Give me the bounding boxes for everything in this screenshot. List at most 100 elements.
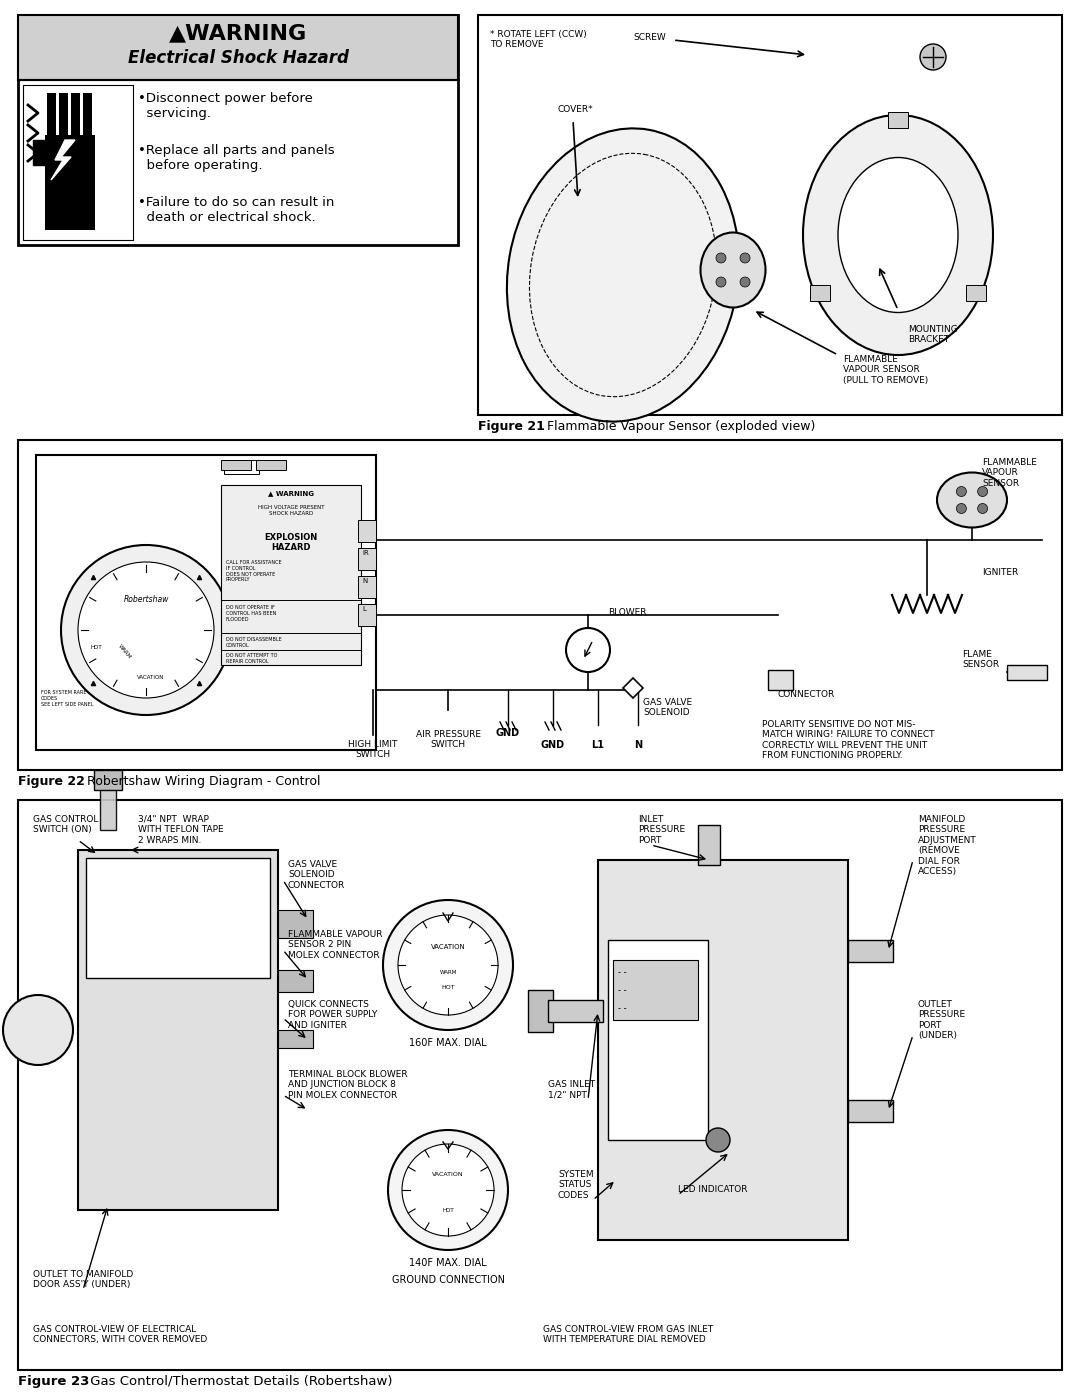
Ellipse shape [838,158,958,313]
Bar [224,460,259,474]
Circle shape [3,995,73,1065]
Text: HOT: HOT [91,645,102,650]
Text: IGNITER: IGNITER [982,569,1018,577]
Bar [18,15,458,244]
Text: 140F MAX. DIAL: 140F MAX. DIAL [409,1259,487,1268]
Bar [528,990,553,1032]
Bar [357,576,376,598]
Circle shape [402,1144,494,1236]
Text: GROUND CONNECTION: GROUND CONNECTION [391,1275,504,1285]
Circle shape [957,503,967,514]
Bar [48,94,56,142]
Text: POLARITY SENSITIVE DO NOT MIS-
MATCH WIRING! FAILURE TO CONNECT
CORRECTLY WILL P: POLARITY SENSITIVE DO NOT MIS- MATCH WIR… [762,719,934,760]
Text: VACATION: VACATION [432,1172,463,1178]
Circle shape [706,1127,730,1153]
Text: SYSTEM
STATUS
CODES: SYSTEM STATUS CODES [558,1171,594,1200]
Circle shape [977,503,987,514]
Text: •Replace all parts and panels
  before operating.: •Replace all parts and panels before ope… [138,144,335,172]
Text: GAS CONTROL-VIEW OF ELECTRICAL
CONNECTORS, WITH COVER REMOVED: GAS CONTROL-VIEW OF ELECTRICAL CONNECTOR… [33,1324,207,1344]
Text: OUTLET TO MANIFOLD
DOOR ASS'Y (UNDER): OUTLET TO MANIFOLD DOOR ASS'Y (UNDER) [33,1270,133,1289]
Bar [357,604,376,626]
Circle shape [78,562,214,698]
Circle shape [740,277,750,286]
Text: HOT: HOT [442,1208,454,1213]
Bar [698,826,720,865]
Text: Electrical Shock Hazard: Electrical Shock Hazard [127,49,349,67]
Circle shape [977,486,987,496]
Bar [278,970,313,992]
Text: GAS CONTROL-VIEW FROM GAS INLET
WITH TEMPERATURE DIAL REMOVED: GAS CONTROL-VIEW FROM GAS INLET WITH TEM… [543,1324,713,1344]
Text: Robertshaw Wiring Diagram - Control: Robertshaw Wiring Diagram - Control [83,775,321,788]
Ellipse shape [701,232,766,307]
Bar [1007,665,1047,680]
Circle shape [388,1130,508,1250]
Circle shape [383,900,513,1030]
Text: ▲WARNING: ▲WARNING [168,22,307,43]
Text: z o: z o [231,462,243,472]
Circle shape [60,545,231,715]
Text: OUTLET
PRESSURE
PORT
(UNDER): OUTLET PRESSURE PORT (UNDER) [918,1000,966,1041]
Bar [256,460,286,469]
Circle shape [566,629,610,672]
Polygon shape [51,140,75,180]
Bar [36,455,376,750]
Circle shape [716,253,726,263]
Bar [45,136,95,231]
Text: GND: GND [496,728,521,738]
Bar [94,770,122,789]
Bar [848,940,893,963]
Text: GND: GND [541,740,565,750]
Text: MANIFOLD
PRESSURE
ADJUSTMENT
(REMOVE
DIAL FOR
ACCESS): MANIFOLD PRESSURE ADJUSTMENT (REMOVE DIA… [918,814,976,876]
Bar [357,520,376,542]
Text: - -: - - [618,1004,626,1013]
Bar [357,548,376,570]
Text: Figure 23: Figure 23 [18,1375,90,1389]
Text: 3/4" NPT  WRAP
WITH TEFLON TAPE
2 WRAPS MIN.: 3/4" NPT WRAP WITH TEFLON TAPE 2 WRAPS M… [138,814,224,845]
Circle shape [920,43,946,70]
Text: Flammable Vapour Sensor (exploded view): Flammable Vapour Sensor (exploded view) [543,420,815,433]
Text: CALL FOR ASSISTANCE
IF CONTROL
DOES NOT OPERATE
PROPERLY: CALL FOR ASSISTANCE IF CONTROL DOES NOT … [226,560,282,583]
Text: LED INDICATOR: LED INDICATOR [678,1185,747,1194]
Text: WARM: WARM [440,970,457,975]
Bar [478,15,1062,415]
Text: Figure 21: Figure 21 [478,420,545,433]
Bar [18,440,1062,770]
Text: N: N [634,740,643,750]
Text: 160F MAX. DIAL: 160F MAX. DIAL [409,1038,487,1048]
Text: FLAMMABLE
VAPOUR
SENSOR: FLAMMABLE VAPOUR SENSOR [982,458,1037,488]
Bar [71,94,80,142]
Ellipse shape [507,129,739,422]
Bar [100,780,116,830]
Ellipse shape [804,115,993,355]
Bar [966,285,986,300]
Bar [598,861,848,1241]
Text: - -: - - [618,968,626,977]
Circle shape [399,915,498,1016]
Text: GAS INLET
1/2" NPT: GAS INLET 1/2" NPT [548,1080,595,1099]
Text: HIGH VOLTAGE PRESENT
SHOCK HAZARD: HIGH VOLTAGE PRESENT SHOCK HAZARD [258,504,324,515]
Text: DO NOT OPERATE IF
CONTROL HAS BEEN
FLOODED: DO NOT OPERATE IF CONTROL HAS BEEN FLOOD… [226,605,276,622]
Text: HIGH LIMIT
SWITCH: HIGH LIMIT SWITCH [349,740,397,760]
Bar [23,85,133,240]
Text: FLAMMABLE
VAPOUR SENSOR
(PULL TO REMOVE): FLAMMABLE VAPOUR SENSOR (PULL TO REMOVE) [843,355,928,384]
Text: L: L [362,606,366,612]
Text: GAS CONTROL
SWITCH (ON): GAS CONTROL SWITCH (ON) [33,814,98,834]
Text: - -: - - [618,986,626,995]
Text: CONNECTOR: CONNECTOR [778,690,835,698]
Bar [86,858,270,978]
Bar [83,94,92,142]
Text: QUICK CONNECTS
FOR POWER SUPPLY
AND IGNITER: QUICK CONNECTS FOR POWER SUPPLY AND IGNI… [288,1000,377,1030]
Bar [221,460,251,469]
Polygon shape [623,678,643,698]
Bar [848,1099,893,1122]
Bar [18,15,458,80]
Text: GAS VALVE
SOLENOID: GAS VALVE SOLENOID [643,698,692,718]
Text: FLAME
SENSOR: FLAME SENSOR [962,650,999,669]
Bar [78,849,278,1210]
Circle shape [957,486,967,496]
Text: TERMINAL BLOCK BLOWER
AND JUNCTION BLOCK 8
PIN MOLEX CONNECTOR: TERMINAL BLOCK BLOWER AND JUNCTION BLOCK… [288,1070,407,1099]
Text: Robertshaw: Robertshaw [123,595,168,605]
Text: BLOWER: BLOWER [608,608,647,617]
Bar [613,960,698,1020]
Text: MOUNTING
BRACKET: MOUNTING BRACKET [908,326,958,345]
